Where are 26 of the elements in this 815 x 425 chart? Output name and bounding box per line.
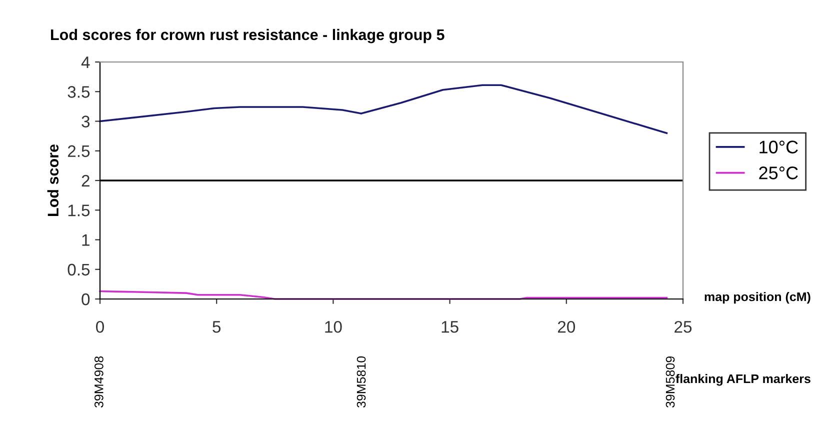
y-tick-label: 1 <box>82 234 90 246</box>
y-tick-label: 3.5 <box>68 86 90 98</box>
y-tick-label: 3 <box>82 116 90 128</box>
y-tick-label: 1.5 <box>68 204 90 216</box>
y-tick-label: 0.5 <box>68 264 90 276</box>
legend-label: 10°C <box>760 140 798 154</box>
x-tick-label: 10 <box>325 320 342 333</box>
x-axis-title: map position (cM) <box>704 292 810 304</box>
x-tick-label: 15 <box>442 321 458 333</box>
text: flanking AFLP markers <box>676 374 810 386</box>
legend-label: 25°C <box>759 166 798 180</box>
y-tick-label: 4 <box>81 56 90 68</box>
x-tick-label: 20 <box>558 320 576 333</box>
x-tick-label: 5 <box>212 321 221 333</box>
text: 39M5809 <box>666 356 675 408</box>
line-series <box>99 290 668 300</box>
y-tick-label: 0 <box>82 293 90 306</box>
line-series <box>99 84 668 134</box>
y-axis-title: Lod score <box>47 144 59 216</box>
text: 39M4908 <box>94 356 104 408</box>
text: 39M5810 <box>356 356 366 408</box>
y-tick-label: 2.5 <box>68 145 90 158</box>
x-tick-label: 0 <box>96 320 104 333</box>
y-tick-label: 2 <box>82 174 90 187</box>
chart-title: Lod scores for crown rust resistance - linkage group 5 <box>51 28 444 44</box>
x-tick-label: 25 <box>674 320 692 333</box>
